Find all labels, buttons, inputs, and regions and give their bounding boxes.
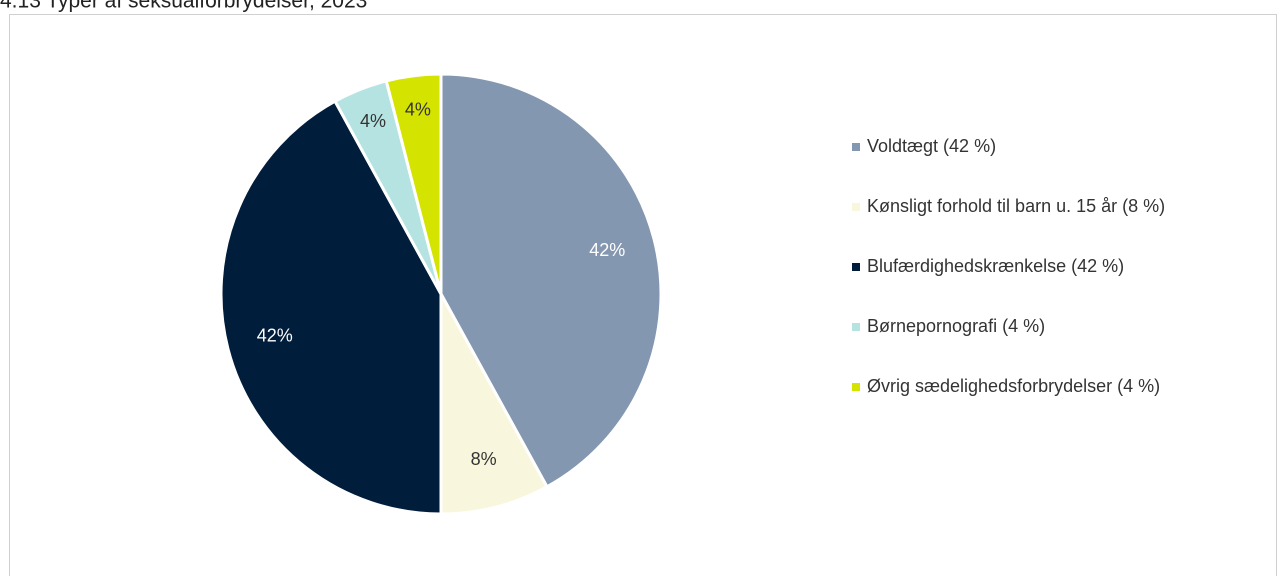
data-label: 42%: [589, 240, 625, 260]
legend-swatch: [852, 383, 860, 391]
pie-slice: [384, 72, 443, 295]
legend-label: Børnepornografi (4 %): [867, 316, 1045, 336]
legend-swatch: [852, 143, 860, 151]
legend-label: Blufærdighedskrænkelse (42 %): [867, 256, 1124, 276]
chart-title: 4.13 Typer af seksualforbrydelser, 2023: [0, 0, 367, 13]
pie-slice: [219, 99, 443, 516]
data-label: 42%: [257, 325, 293, 345]
pie-slice: [439, 72, 663, 489]
legend-label: Voldtægt (42 %): [867, 136, 996, 156]
legend-swatch: [852, 263, 860, 271]
legend-label: Kønsligt forhold til barn u. 15 år (8 %): [867, 196, 1165, 216]
pie-slice: [439, 293, 550, 516]
data-label: 8%: [471, 449, 497, 469]
legend-swatch: [852, 323, 860, 331]
data-label: 4%: [360, 111, 386, 131]
legend-swatch: [852, 203, 860, 211]
legend-label: Øvrig sædelighedsforbrydelser (4 %): [867, 376, 1160, 396]
data-label: 4%: [405, 99, 431, 119]
